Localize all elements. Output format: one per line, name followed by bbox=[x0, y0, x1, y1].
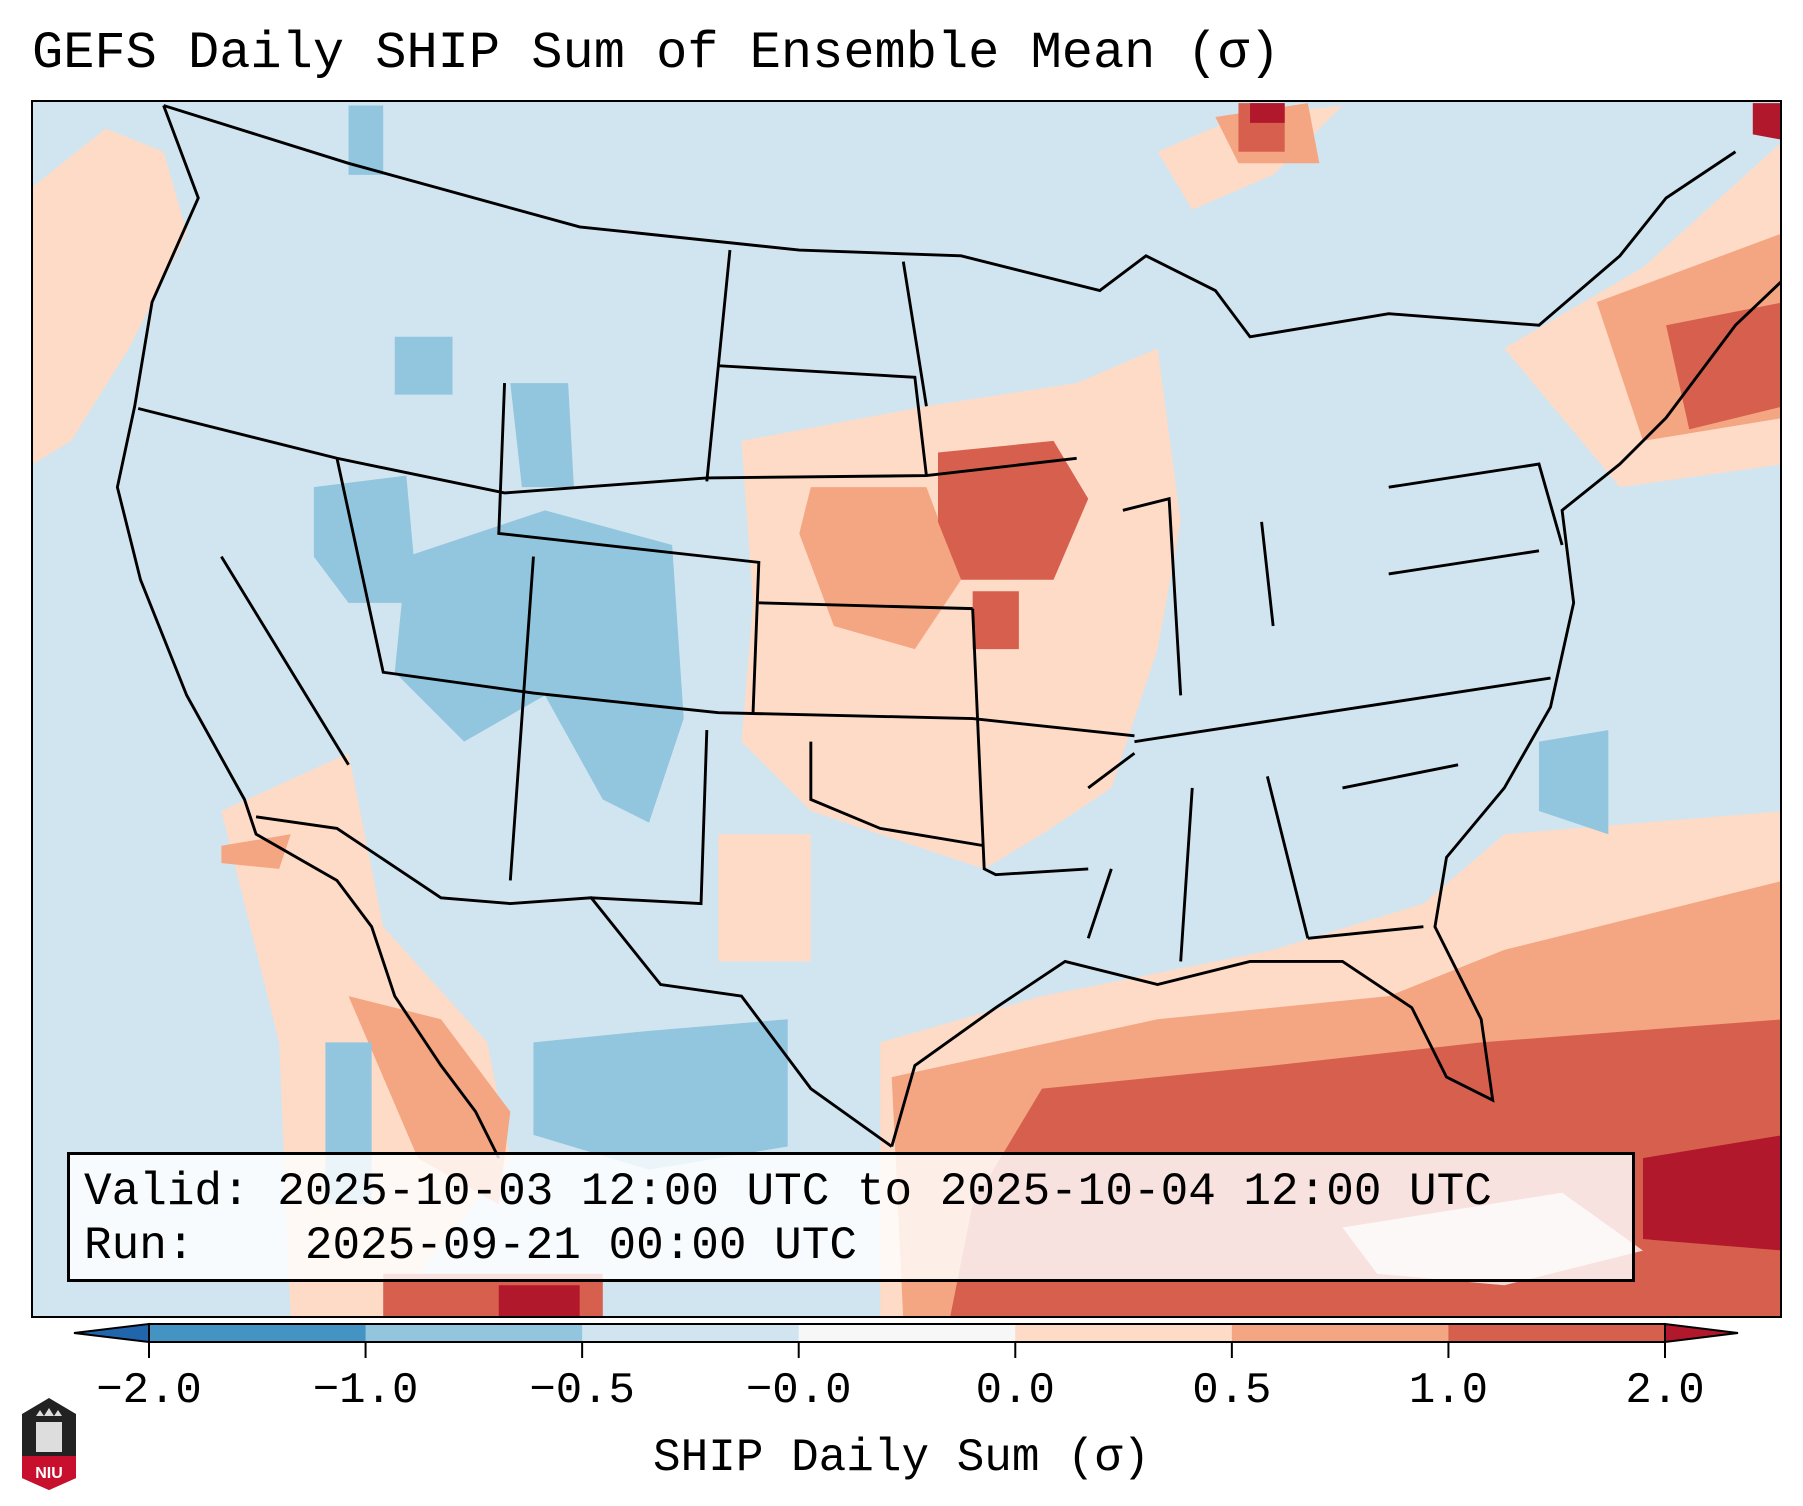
colorbar-extend-high bbox=[1664, 1322, 1739, 1344]
colorbar-tick-label: −0.5 bbox=[529, 1366, 635, 1416]
run-value: 2025-09-21 00:00 UTC bbox=[304, 1220, 857, 1272]
border-canada bbox=[163, 104, 1737, 339]
map-svg bbox=[33, 103, 1780, 1316]
colorbar-tick-label: −2.0 bbox=[96, 1366, 202, 1416]
colorbar-tick-label: 0.5 bbox=[1192, 1366, 1272, 1416]
coastline-west bbox=[115, 104, 501, 1159]
colorbar-tick-label: 0.0 bbox=[975, 1366, 1055, 1416]
colorbar-segment bbox=[149, 1324, 367, 1342]
boundaries bbox=[115, 104, 1780, 1159]
colorbar-extend-low bbox=[73, 1322, 150, 1344]
colorbar-outline bbox=[148, 1323, 1666, 1343]
field-positive-extreme bbox=[498, 103, 1780, 1316]
valid-value: 2025-10-03 12:00 UTC to 2025-10-04 12:00… bbox=[277, 1166, 1492, 1218]
colorbar-segment bbox=[582, 1324, 800, 1342]
niu-logo: NIU bbox=[22, 1398, 76, 1490]
field-negative bbox=[313, 105, 1609, 1205]
chart-title: GEFS Daily SHIP Sum of Ensemble Mean (σ) bbox=[32, 24, 1281, 83]
colorbar-tick-label: −0.0 bbox=[745, 1366, 852, 1416]
colorbar-label: SHIP Daily Sum (σ) bbox=[653, 1432, 1150, 1484]
coastline-gulf-east bbox=[890, 280, 1780, 1147]
colorbar-tick-label: 2.0 bbox=[1625, 1366, 1705, 1416]
run-label: Run: bbox=[84, 1220, 195, 1272]
colorbar-segment bbox=[1448, 1324, 1666, 1342]
colorbar bbox=[73, 1322, 1739, 1358]
logo-text: NIU bbox=[35, 1465, 63, 1482]
validity-legend: Valid: 2025-10-03 12:00 UTC to 2025-10-0… bbox=[67, 1152, 1635, 1282]
colorbar-segment bbox=[798, 1324, 1016, 1342]
state-lines bbox=[137, 249, 1564, 962]
colorbar-tick-label: 1.0 bbox=[1408, 1366, 1489, 1416]
map-panel bbox=[31, 100, 1782, 1318]
colorbar-segment bbox=[1015, 1324, 1233, 1342]
valid-label: Valid: bbox=[84, 1166, 250, 1218]
colorbar-tick-label: −1.0 bbox=[312, 1366, 419, 1416]
colorbar-segment bbox=[365, 1324, 583, 1342]
colorbar-segment bbox=[1231, 1324, 1449, 1342]
